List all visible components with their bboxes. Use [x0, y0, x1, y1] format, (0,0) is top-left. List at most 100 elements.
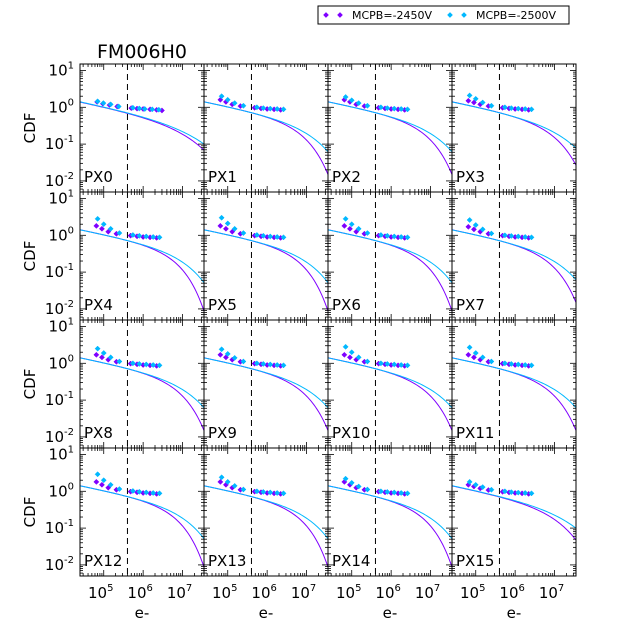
panel-px0: PX0 101 100 10-1 10-2 CDF — [21, 60, 205, 193]
y-tick-label: 10-1 — [45, 390, 74, 409]
fit-curve-1 — [80, 101, 204, 145]
plot-area — [80, 448, 204, 576]
x-tick-label: 107 — [539, 583, 564, 602]
data-point-1-0 — [94, 215, 101, 222]
x-tick-label: 105 — [212, 583, 237, 602]
data-point-1-7 — [274, 362, 281, 368]
x-tick-label: 105 — [336, 583, 361, 602]
panel-label: PX4 — [84, 296, 113, 314]
panel-label: PX15 — [456, 552, 494, 570]
data-point-1-1 — [348, 97, 355, 104]
data-point-1-8 — [280, 106, 287, 113]
data-point-1-6 — [141, 106, 148, 112]
data-point-0-0 — [217, 222, 224, 229]
data-point-1-1 — [224, 350, 231, 357]
data-point-1-7 — [398, 106, 405, 112]
data-point-1-8 — [528, 234, 535, 241]
panel-px15: PX15 105 106 107 e- — [451, 447, 577, 622]
x-tick-label: 106 — [375, 583, 400, 602]
data-point-1-3 — [364, 486, 371, 493]
data-point-1-8 — [280, 234, 287, 241]
data-point-1-2 — [107, 481, 114, 488]
data-point-1-5 — [384, 488, 391, 495]
y-tick-label: 101 — [49, 188, 74, 207]
data-point-1-6 — [143, 489, 150, 496]
legend-entry-0: MCPB=-2450V — [323, 9, 433, 22]
panel-px10: PX10 — [327, 319, 453, 449]
data-point-1-4 — [501, 488, 508, 495]
data-point-1-5 — [260, 232, 267, 239]
data-point-1-8 — [280, 490, 287, 497]
data-point-1-2 — [479, 354, 486, 361]
x-tick-label: 105 — [460, 583, 485, 602]
plot-area — [204, 320, 328, 448]
y-tick-label: 10-2 — [45, 299, 74, 318]
data-point-1-4 — [129, 360, 136, 367]
data-point-1-0 — [218, 474, 225, 481]
data-point-1-2 — [355, 483, 362, 490]
y-tick-label: 10-2 — [45, 427, 74, 446]
data-point-1-4 — [129, 232, 136, 238]
x-tick-label: 105 — [88, 583, 113, 602]
data-point-1-6 — [515, 361, 522, 368]
fit-curve-1 — [80, 229, 204, 284]
data-point-1-4 — [501, 360, 508, 367]
data-point-1-8 — [528, 362, 535, 369]
data-point-1-8 — [404, 234, 411, 241]
panel-px8: PX8 101 100 10-1 10-2 CDF — [21, 316, 205, 449]
data-point-1-3 — [240, 358, 247, 365]
data-point-1-7 — [274, 490, 281, 496]
data-point-1-7 — [149, 106, 156, 113]
data-point-1-8 — [280, 362, 287, 369]
panel-frame — [451, 447, 577, 577]
panel-px7: PX7 — [451, 191, 577, 321]
data-point-1-1 — [472, 350, 479, 356]
data-point-0-0 — [93, 478, 100, 485]
data-point-1-8 — [528, 490, 535, 497]
data-point-0-1 — [346, 225, 353, 232]
panel-label: PX10 — [332, 424, 370, 442]
fit-curve-1 — [452, 229, 576, 281]
data-point-1-1 — [472, 95, 479, 102]
panel-label: PX9 — [208, 424, 237, 442]
panel-px6: PX6 — [327, 191, 453, 321]
data-point-1-6 — [391, 361, 398, 368]
data-point-1-2 — [231, 100, 238, 107]
legend-label: MCPB=-2500V — [476, 9, 557, 22]
panel-px12: PX12 101 100 10-1 10-2 CDF 105 106 107 e- — [21, 444, 205, 622]
data-point-1-8 — [156, 490, 163, 497]
data-point-1-7 — [150, 490, 157, 496]
data-point-1-5 — [508, 360, 515, 367]
fit-curve-1 — [204, 485, 328, 540]
data-point-0-0 — [341, 351, 348, 358]
data-point-1-0 — [466, 344, 473, 351]
data-point-1-5 — [136, 105, 143, 112]
data-point-1-1 — [224, 478, 231, 485]
data-point-1-1 — [472, 222, 479, 228]
data-point-1-8 — [404, 106, 411, 113]
data-point-1-1 — [100, 350, 107, 356]
data-point-1-5 — [384, 105, 391, 112]
panel-label: PX6 — [332, 296, 361, 314]
data-point-1-8 — [404, 362, 411, 369]
data-point-1-5 — [508, 105, 515, 112]
x-axis-label: e- — [383, 604, 398, 622]
fit-curve-1 — [452, 485, 576, 529]
data-point-1-0 — [466, 478, 473, 485]
data-point-1-7 — [522, 234, 529, 240]
x-tick-label: 107 — [291, 583, 316, 602]
data-point-0-1 — [98, 481, 105, 488]
data-point-0-0 — [93, 351, 100, 358]
data-point-1-2 — [355, 225, 362, 232]
legend-box — [317, 5, 570, 25]
data-point-1-3 — [488, 230, 495, 237]
data-point-1-2 — [355, 100, 362, 107]
y-tick-label: 10-2 — [45, 555, 74, 574]
data-point-1-2 — [107, 101, 114, 108]
y-tick-label: 10-1 — [45, 134, 74, 153]
fit-curve-1 — [204, 101, 328, 153]
fit-curve-0 — [80, 357, 204, 431]
x-axis-label: e- — [135, 604, 150, 622]
data-point-0-1 — [98, 225, 105, 232]
data-point-1-5 — [136, 232, 143, 239]
